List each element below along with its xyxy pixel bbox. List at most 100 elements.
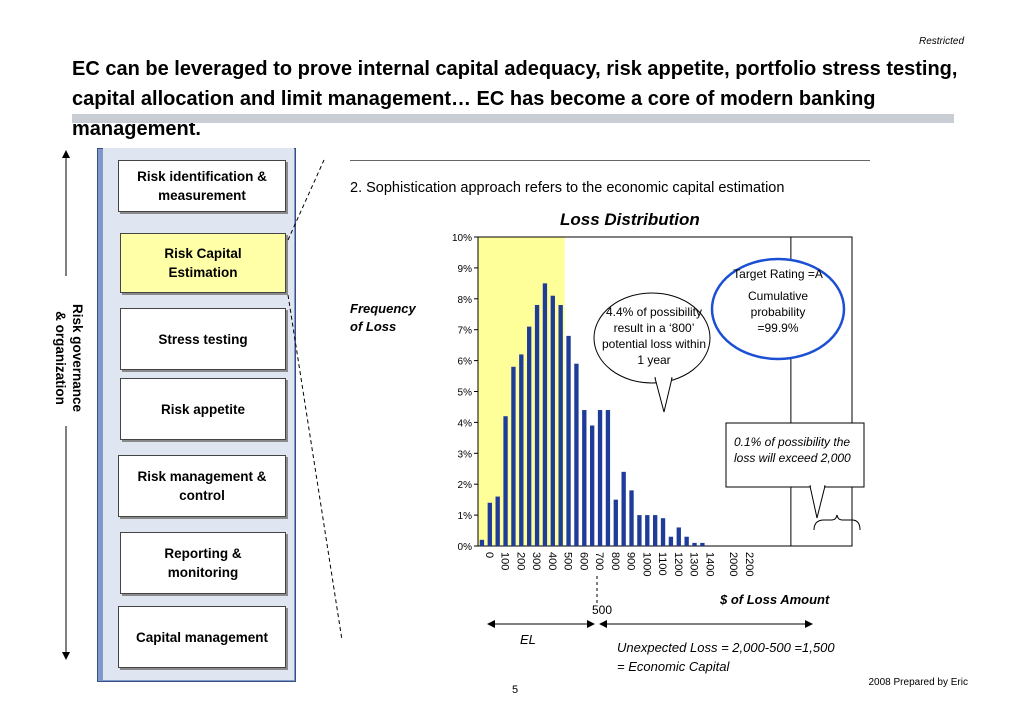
box-label: Risk appetite [160,401,246,417]
bar [629,490,634,546]
restricted-label: Restricted [918,36,964,47]
x-tick-label: 1300 [688,552,700,576]
x-tick-label: 1100 [656,552,668,576]
callout-rating-line2: Cumulative probability =99.9% [747,289,809,335]
x-tick-label: 2000 [727,552,739,576]
ul-label-line1: Unexpected Loss = 2,000-500 =1,500 [617,640,835,655]
bar [605,410,611,546]
el-boundary-label: 500 [592,603,613,617]
box-label: Capital management [135,629,269,645]
governance-arrow [62,150,70,660]
callout-rating-text: Target Rating =A Cumulative probability … [726,266,830,336]
bar [527,326,532,546]
el-ul-arrows [487,576,813,628]
callout-rating-bubble [710,257,846,361]
y-tick-label: 8% [458,295,473,306]
el-label: EL [520,632,536,647]
page-number: 5 [512,684,519,696]
box-risk-capital-estimation: Risk Capital Estimation [120,233,286,293]
ul-label-line2: = Economic Capital [617,659,730,674]
callout-mid-text: 4.4% of possibility result in a ‘800’ po… [601,305,707,367]
y-tick-label: 9% [458,264,473,275]
bar [692,542,697,546]
bar [660,518,666,546]
y-tick-label: 7% [458,326,473,337]
bar [558,304,563,546]
bar [503,416,508,546]
bar [534,304,540,546]
x-tick-label: 0 [483,552,495,558]
y-axis-label-line2: of Loss [350,319,397,334]
y-tick-label: 10% [452,233,472,244]
y-axis-label: Frequency of Loss [350,300,416,336]
x-axis-label: $ of Loss Amount [720,592,830,607]
x-tick-label: 900 [625,552,637,570]
x-tick-label: 400 [546,552,558,570]
bar [479,539,485,546]
callout-rating-line1: Target Rating =A [733,267,823,281]
tail-brace [813,514,861,531]
x-tick-label: 200 [514,552,526,570]
governance-label: Risk governance & organization [50,288,90,428]
box-label: Stress testing [158,331,248,347]
bar [700,542,705,546]
bar [676,527,681,546]
title-divider [72,114,954,123]
y-tick-label: 0% [458,542,473,553]
page-title: EC can be leveraged to prove internal ca… [72,58,958,140]
x-tick-label: 500 [562,552,574,570]
bar [637,515,642,546]
bar [621,471,626,546]
x-tick-label: 1400 [703,552,715,576]
bar [495,496,500,546]
box-capital-management: Capital management [118,606,286,668]
bar [668,536,674,546]
bar [582,410,587,546]
bar [590,425,595,546]
box-risk-management: Risk management & control [118,455,286,517]
box-risk-appetite: Risk appetite [120,378,286,440]
bar [566,335,571,546]
box-label: Reporting & monitoring [164,546,242,580]
bar [652,515,658,546]
y-tick-label: 2% [458,480,473,491]
bar [574,363,579,546]
box-label: Risk Capital Estimation [164,246,242,280]
chart-title: Loss Distribution [560,210,700,229]
y-tick-label: 5% [458,388,473,399]
x-tick-label: 100 [499,552,511,570]
bar [613,499,618,546]
bar [645,515,650,546]
bar [519,354,524,546]
box-reporting: Reporting & monitoring [120,532,286,594]
y-tick-label: 4% [458,418,473,429]
governance-label-line1: Risk governance [70,303,85,413]
chart-area-rule [350,160,870,161]
x-tick-label: 800 [609,552,621,570]
callout-tail-box [725,422,865,519]
bar [511,366,516,546]
box-risk-identification: Risk identification & measurement [118,160,286,212]
loss-distribution-chart: 0% 1% 2% 3% 4% 5% 6% 7% 8% 9% 10% 0 100 200 300 400 500 6… [452,233,853,576]
y-axis-label-line1: Frequency [350,301,416,316]
bar [597,410,603,546]
box-label: Risk identification & measurement [137,169,267,203]
x-tick-label: 2200 [743,552,755,576]
x-tick-label: 600 [577,552,589,570]
box-stress-testing: Stress testing [120,308,286,370]
bar [487,502,492,546]
callout-tail-text: 0.1% of possibility the loss will exceed… [734,435,851,465]
bar [684,536,689,546]
y-tick-label: 3% [458,449,473,460]
x-tick-label: 1000 [640,552,652,576]
bar [550,295,555,546]
y-tick-label: 6% [458,357,473,368]
y-tick-label: 1% [458,511,473,522]
x-tick-label: 700 [593,552,605,570]
zoom-connectors [287,159,343,641]
x-tick-label: 1200 [672,552,684,576]
callout-mid-bubble [593,292,711,413]
x-tick-label: 300 [530,552,542,570]
chart-subtitle: 2. Sophistication approach refers to the… [350,180,785,196]
governance-label-line2: & organization [53,311,68,405]
